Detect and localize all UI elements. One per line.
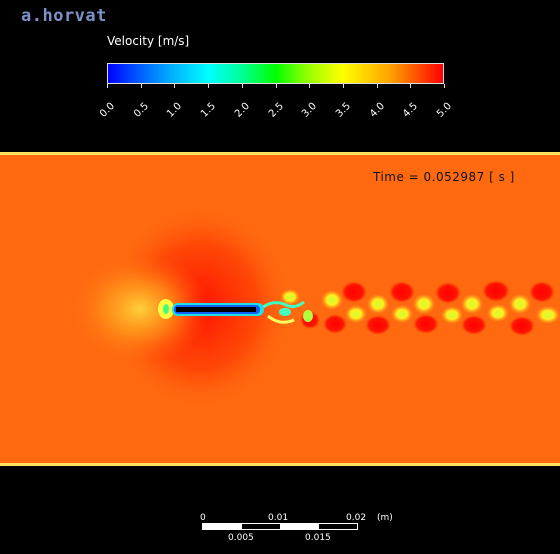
colorbar-tick-mark: [140, 84, 142, 88]
colorbar-tick-label: 5.0: [435, 100, 455, 120]
scale-label-0015: 0.015: [305, 533, 331, 543]
scale-bar: [202, 523, 358, 530]
colorbar-tick-label: 4.5: [401, 100, 421, 120]
colorbar-tick-mark: [174, 84, 176, 88]
stagnation-region: [70, 254, 210, 364]
scale-label-0: 0: [200, 513, 206, 523]
colorbar-tick-mark: [410, 84, 412, 88]
time-readout: Time = 0.052987 [ s ]: [373, 170, 515, 184]
colorbar-tick-mark: [444, 84, 445, 88]
colorbar-title: Velocity [m/s]: [107, 34, 190, 48]
colorbar-tick-mark: [309, 84, 311, 88]
colorbar-tick-label: 0.5: [131, 100, 151, 120]
colorbar-tick-label: 3.5: [333, 100, 353, 120]
velocity-colorbar: [107, 63, 444, 84]
colorbar-tick-label: 2.5: [266, 100, 286, 120]
vortex-street: [261, 280, 560, 336]
colorbar-tick-label: 1.0: [165, 100, 185, 120]
scale-label-002: 0.02: [346, 513, 367, 523]
plate-obstacle: [172, 303, 264, 316]
colorbar-tick-mark: [376, 84, 378, 88]
colorbar-tick-label: 4.0: [367, 100, 387, 120]
colorbar-tick-mark: [241, 84, 243, 88]
colorbar-tick-label: 0.0: [98, 100, 118, 120]
colorbar-tick-mark: [208, 84, 210, 88]
author-watermark: a.horvat: [21, 6, 107, 26]
colorbar-tick-mark: [275, 84, 277, 88]
scale-label-001: 0.01: [268, 513, 289, 523]
scale-unit: (m): [377, 513, 393, 523]
colorbar-tick-mark: [342, 84, 344, 88]
colorbar-tick-label: 3.0: [300, 100, 320, 120]
colorbar-tick-label: 2.0: [232, 100, 252, 120]
colorbar-tick-label: 1.5: [199, 100, 219, 120]
velocity-field: [0, 152, 560, 466]
colorbar-tick-mark: [107, 84, 108, 88]
scale-label-0005: 0.005: [228, 533, 254, 543]
